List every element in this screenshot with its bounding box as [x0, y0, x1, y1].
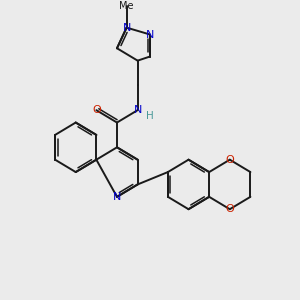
Text: N: N [134, 105, 142, 115]
Text: Me: Me [119, 1, 134, 10]
Text: N: N [113, 192, 121, 202]
Text: O: O [225, 204, 234, 214]
Text: H: H [146, 111, 154, 121]
Text: O: O [92, 105, 101, 115]
Text: O: O [225, 155, 234, 165]
Text: N: N [146, 29, 154, 40]
Text: N: N [122, 22, 131, 33]
